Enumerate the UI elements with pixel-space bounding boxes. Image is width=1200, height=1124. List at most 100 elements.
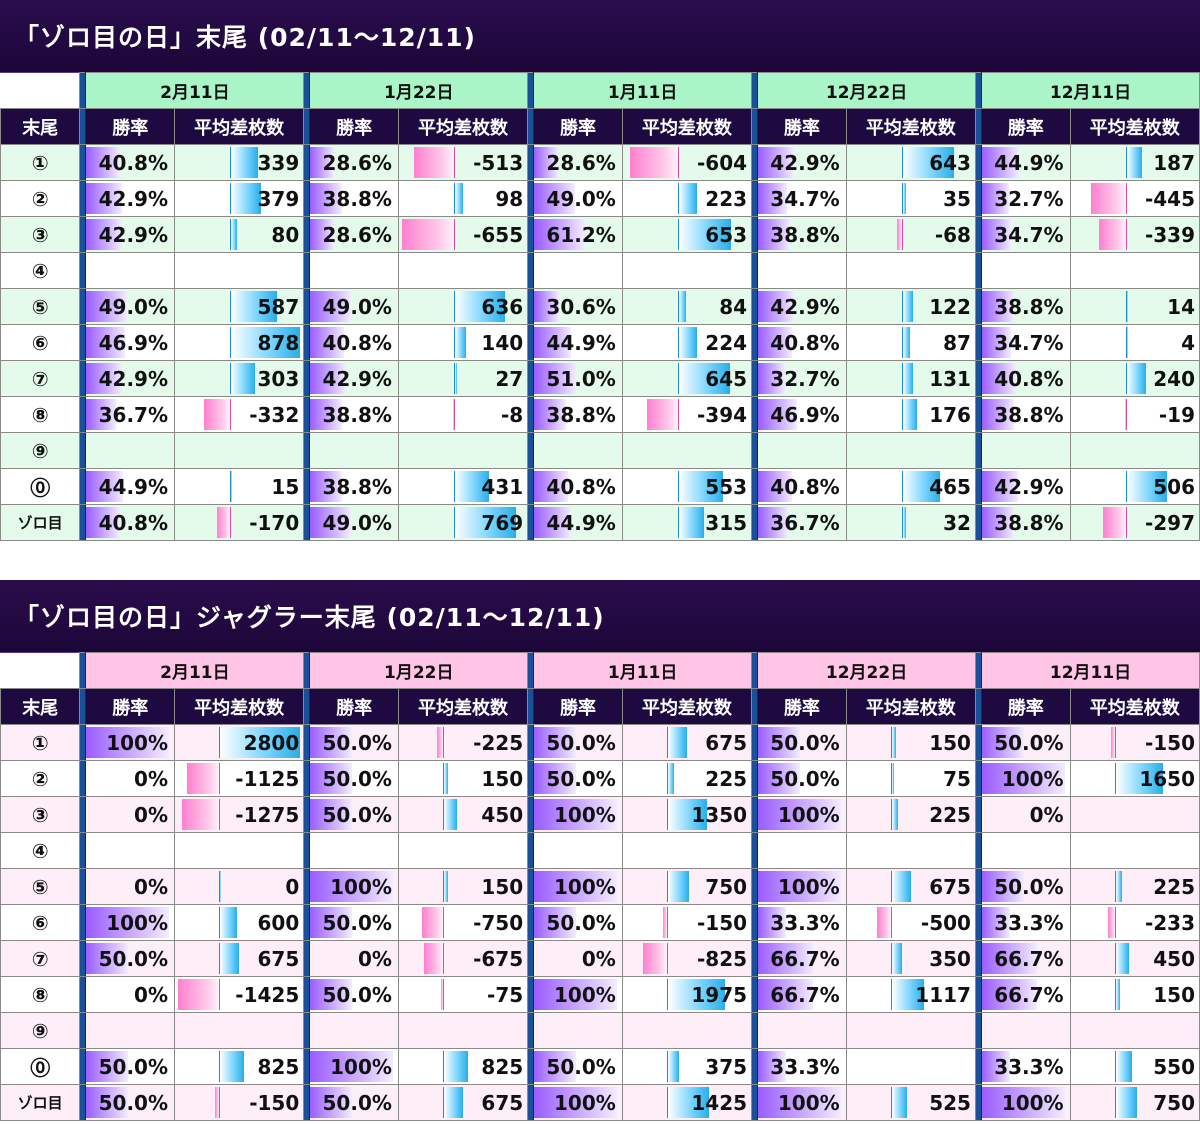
avg-diff-value: 4 [1181, 330, 1195, 355]
winrate-bar [86, 943, 129, 974]
winrate-value: 36.7% [770, 510, 840, 535]
winrate-value: 50.0% [322, 910, 392, 935]
avg-diff-cell: -655 [397, 216, 529, 253]
avg-diff-cell: 750 [1069, 1084, 1200, 1121]
row-label: ⑤ [0, 868, 81, 905]
negative-bar [182, 799, 221, 830]
positive-bar [442, 799, 457, 830]
avg-diff-value [523, 439, 526, 463]
avg-diff-cell: 675 [397, 1084, 529, 1121]
winrate-bar [758, 979, 814, 1010]
winrate-value [168, 439, 174, 463]
avg-diff-cell [621, 1012, 753, 1049]
winrate-value: 50.0% [546, 766, 616, 791]
winrate-value: 40.8% [322, 330, 392, 355]
date-header-row: 2月11日 1月22日 1月11日 12月22日 12月11日 [0, 72, 1200, 109]
date-header: 12月22日 [757, 652, 976, 689]
winrate-cell: 50.0% [757, 724, 847, 761]
table-row: ⓪ 50.0% 825 100% 825 50.0% 375 33.3% 33.3% 550 [0, 1048, 1200, 1085]
positive-bar [1114, 979, 1120, 1010]
avg-diff-value [971, 1019, 974, 1043]
winrate-cell: 50.0% [533, 904, 623, 941]
winrate-cell: 100% [85, 724, 176, 761]
avg-diff-cell: -604 [621, 144, 753, 181]
winrate-value: 44.9% [546, 330, 616, 355]
positive-bar [442, 1051, 468, 1082]
avg-diff-value: -8 [500, 402, 524, 427]
winrate-value: 33.3% [994, 1054, 1064, 1079]
winrate-cell: 42.9% [85, 216, 176, 253]
winrate-cell: 100% [533, 796, 623, 833]
avg-diff-value: 122 [929, 294, 971, 319]
row-label: ⑦ [0, 360, 81, 397]
column-separator [974, 1084, 983, 1121]
avg-diff-value: 1975 [691, 982, 748, 1007]
avg-diff-cell: 379 [174, 180, 305, 217]
winrate-bar [758, 399, 798, 430]
winrate-bar [982, 471, 1019, 502]
winrate-value [168, 1019, 174, 1043]
winrate-value: 100% [106, 910, 169, 935]
winrate-cell [85, 252, 176, 289]
avg-diff-value: 87 [943, 330, 971, 355]
winrate-cell: 46.9% [757, 396, 847, 433]
winrate-cell [757, 832, 847, 869]
positive-bar [666, 871, 689, 902]
date-header: 1月22日 [309, 652, 529, 689]
winrate-bar [758, 147, 795, 178]
winrate-cell: 40.8% [85, 144, 176, 181]
corner-blank [0, 652, 81, 689]
table-banner: 「ゾロ目の日」末尾 (02/11～12/11) [0, 0, 1200, 73]
winrate-cell: 0% [981, 796, 1071, 833]
winrate-cell: 38.8% [309, 468, 399, 505]
winrate-value: 51.0% [546, 366, 616, 391]
winrate-cell: 66.7% [757, 940, 847, 977]
avg-diff-cell: -75 [397, 976, 529, 1013]
table-row: ⑦ 42.9% 303 42.9% 27 51.0% 645 32.7% 131 40.8% 240 [0, 360, 1200, 397]
winrate-bar [86, 907, 170, 938]
negative-bar [217, 507, 232, 538]
positive-bar [901, 507, 906, 538]
winrate-cell: 100% [757, 1084, 847, 1121]
winrate-value: 46.9% [770, 402, 840, 427]
winrate-cell: 40.8% [309, 324, 399, 361]
winrate-bar [310, 871, 394, 902]
winrate-bar [534, 291, 560, 322]
avg-diff-cell: -750 [397, 904, 529, 941]
avg-diff-value [971, 439, 974, 463]
winrate-cell: 0% [85, 868, 176, 905]
winrate-cell: 0% [85, 796, 176, 833]
winrate-value [840, 439, 846, 463]
avg-diff-value: -150 [1144, 730, 1195, 755]
winrate-cell: 33.3% [981, 1048, 1071, 1085]
winrate-value: 0% [134, 802, 169, 827]
winrate-bar [758, 471, 793, 502]
winrate-bar [758, 1051, 787, 1082]
winrate-value [1064, 1019, 1070, 1043]
row-label: ⑥ [0, 324, 81, 361]
negative-bar [1102, 507, 1127, 538]
positive-bar [677, 291, 686, 322]
avg-diff-header: 平均差枚数 [397, 108, 529, 145]
row-label: ⑥ [0, 904, 81, 941]
row-label: ゾロ目 [0, 504, 81, 541]
winrate-value: 42.9% [770, 150, 840, 175]
winrate-bar [534, 327, 572, 358]
winrate-cell: 44.9% [981, 144, 1071, 181]
avg-diff-cell: 225 [621, 760, 753, 797]
winrate-value [616, 1019, 622, 1043]
avg-diff-value [299, 839, 302, 863]
row-label: ④ [0, 832, 81, 869]
negative-bar [413, 147, 455, 178]
winrate-header: 勝率 [309, 688, 399, 725]
avg-diff-value: 506 [1153, 474, 1195, 499]
table-row: ⑧ 36.7% -332 38.8% -8 38.8% -394 46.9% 176 38.8% -… [0, 396, 1200, 433]
winrate-value: 50.0% [546, 910, 616, 935]
winrate-cell: 38.8% [309, 180, 399, 217]
avg-diff-header: 平均差枚数 [845, 688, 976, 725]
avg-diff-value: 643 [929, 150, 971, 175]
winrate-bar [310, 979, 353, 1010]
table-row: ⓪ 44.9% 15 38.8% 431 40.8% 553 40.8% 465 42.9% 506 [0, 468, 1200, 505]
winrate-value: 32.7% [994, 186, 1064, 211]
avg-diff-value: -150 [249, 1090, 300, 1115]
